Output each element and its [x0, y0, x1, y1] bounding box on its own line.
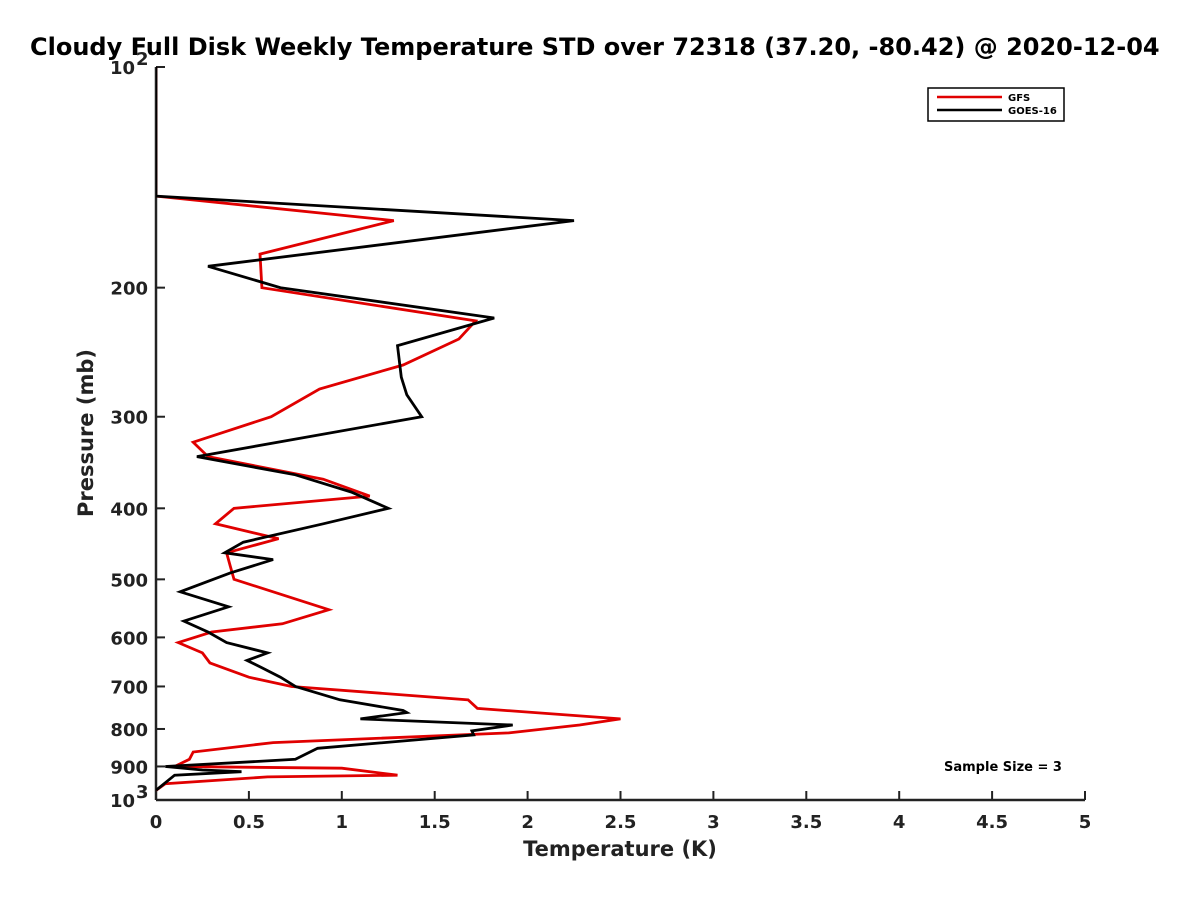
y-tick-label: 10	[110, 58, 135, 79]
legend-label-goes-16: GOES-16	[1008, 106, 1057, 117]
x-tick-label: 2.5	[605, 812, 637, 833]
y-tick-label: 500	[110, 570, 148, 591]
x-tick-label: 0	[150, 812, 163, 833]
legend-box	[927, 87, 1065, 122]
series-layer	[156, 67, 621, 792]
y-tick-label: 400	[110, 499, 148, 520]
y-tick-exponent: 3	[136, 782, 149, 803]
chart-title: Cloudy Full Disk Weekly Temperature STD …	[30, 33, 1160, 61]
x-tick-label: 4	[893, 812, 906, 833]
x-tick-label: 5	[1079, 812, 1092, 833]
y-tick-label: 900	[110, 757, 148, 778]
legend-label-gfs: GFS	[1008, 93, 1030, 104]
x-tick-label: 1.5	[419, 812, 451, 833]
x-tick-label: 3.5	[790, 812, 822, 833]
y-tick-label: 300	[110, 408, 148, 429]
y-tick-exponent: 2	[136, 49, 149, 70]
tick-label-layer: 0 0.5 1 1.5 2 2.5 3 3.5 4 4.5 510 22003004005006007…	[110, 49, 1091, 833]
y-tick-label: 200	[110, 279, 148, 300]
x-tick-label: 4.5	[976, 812, 1008, 833]
y-tick-label: 800	[110, 720, 148, 741]
x-axis-label: Temperature (K)	[523, 837, 717, 861]
sample-size-annotation: Sample Size = 3	[944, 760, 1062, 775]
y-axis-label: Pressure (mb)	[74, 349, 98, 517]
y-tick-label: 10	[110, 791, 135, 812]
x-tick-label: 0.5	[233, 812, 265, 833]
x-tick-label: 3	[707, 812, 720, 833]
x-tick-label: 2	[521, 812, 534, 833]
legend: GFS GOES-16	[927, 87, 1065, 122]
series-line-goes-16	[156, 67, 575, 792]
y-tick-label: 600	[110, 628, 148, 649]
x-tick-label: 1	[336, 812, 349, 833]
series-line-gfs	[156, 67, 621, 792]
y-tick-label: 700	[110, 677, 148, 698]
